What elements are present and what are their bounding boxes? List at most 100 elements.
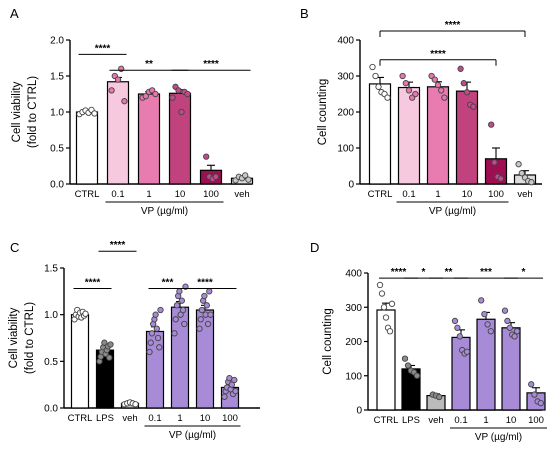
panel-letter: C — [10, 240, 19, 255]
data-point — [369, 63, 376, 71]
data-point — [182, 283, 189, 290]
bar — [376, 309, 396, 411]
data-point — [146, 348, 153, 356]
significance-label: **** — [391, 267, 407, 278]
data-point — [172, 316, 179, 323]
data-point — [147, 339, 154, 346]
data-point — [518, 170, 525, 177]
y-axis-label: Cell viability — [8, 307, 20, 368]
y-tick-label: 200 — [345, 337, 362, 348]
category-label: 100 — [488, 189, 504, 200]
data-point — [114, 76, 122, 83]
data-point — [203, 302, 210, 309]
category-label: veh — [122, 413, 137, 424]
significance-label: * — [422, 267, 426, 278]
data-point — [101, 339, 108, 346]
category-label: LPS — [402, 415, 420, 426]
significance-label: **** — [203, 59, 219, 70]
data-point — [434, 81, 442, 89]
data-point — [481, 310, 488, 318]
category-label: 10 — [462, 189, 473, 200]
data-point — [108, 87, 115, 94]
data-point — [203, 153, 210, 160]
category-label: 0.1 — [402, 189, 415, 200]
data-point — [537, 399, 544, 407]
data-point — [460, 80, 467, 87]
data-point — [178, 108, 185, 116]
data-point — [484, 321, 491, 328]
data-point — [201, 292, 208, 300]
category-label: CTRL — [75, 189, 100, 200]
category-label: CTRL — [68, 413, 93, 424]
data-point — [156, 344, 163, 351]
y-axis-label: Cell counting — [317, 79, 329, 145]
y-tick-label: 0 — [348, 180, 354, 191]
data-point — [232, 388, 239, 395]
data-point — [142, 93, 149, 100]
data-point — [91, 110, 98, 117]
category-label: 100 — [222, 413, 238, 424]
y-tick-label: 0.5 — [50, 144, 64, 155]
data-point — [152, 311, 159, 318]
data-point — [413, 372, 421, 379]
panel-A: A 0.0 0.5 1.0 1.5 2.0 Cell viability (fold to C… — [10, 6, 254, 217]
data-point — [121, 98, 128, 105]
data-point — [438, 87, 445, 94]
category-label: 1 — [435, 189, 440, 200]
data-point — [157, 306, 164, 314]
category-label: CTRL — [368, 189, 393, 200]
data-point — [501, 307, 509, 314]
data-point — [178, 297, 185, 304]
data-point — [176, 288, 183, 295]
significance-label: **** — [110, 240, 126, 251]
bar — [501, 327, 521, 411]
data-point — [173, 302, 181, 309]
data-point — [463, 348, 471, 355]
data-point — [491, 159, 498, 166]
data-point — [376, 281, 384, 289]
category-label: 1 — [177, 413, 182, 424]
data-point — [401, 355, 409, 362]
data-point — [487, 328, 494, 335]
category-label: 10 — [506, 415, 517, 426]
bar — [137, 93, 161, 185]
data-point — [221, 393, 228, 400]
data-point — [132, 401, 139, 408]
data-point — [207, 311, 214, 318]
significance-label: ** — [445, 267, 453, 278]
category-label: 10 — [175, 189, 186, 200]
data-point — [181, 320, 188, 328]
y-tick-label: 1.0 — [44, 310, 58, 321]
y-tick-label: 300 — [345, 303, 362, 314]
data-point — [506, 324, 513, 331]
category-label: 100 — [528, 415, 544, 426]
data-point — [82, 310, 89, 317]
data-point — [515, 161, 522, 168]
data-point — [169, 94, 176, 101]
data-point — [106, 354, 113, 361]
group-label: VP (µg/ml) — [475, 432, 522, 443]
y-tick-label: 0.0 — [50, 180, 64, 191]
y-tick-label: 1.5 — [50, 72, 64, 83]
data-point — [386, 328, 394, 335]
data-point — [456, 333, 463, 340]
data-point — [531, 391, 538, 398]
data-point — [378, 290, 386, 297]
category-label: veh — [234, 189, 249, 200]
significance-label: **** — [85, 278, 101, 289]
group-label: VP (µg/ml) — [141, 206, 188, 217]
data-point — [436, 393, 443, 401]
data-point — [212, 173, 219, 180]
significance-label: **** — [95, 43, 111, 54]
category-label: 0.1 — [148, 413, 161, 424]
data-point — [152, 90, 159, 98]
data-point — [382, 314, 390, 321]
data-point — [528, 179, 535, 186]
y-tick-label: 400 — [345, 269, 362, 280]
data-point — [478, 297, 485, 304]
data-point — [148, 330, 156, 337]
data-point — [154, 334, 162, 342]
y-tick-label: 0.5 — [44, 357, 58, 368]
data-point — [197, 316, 204, 323]
